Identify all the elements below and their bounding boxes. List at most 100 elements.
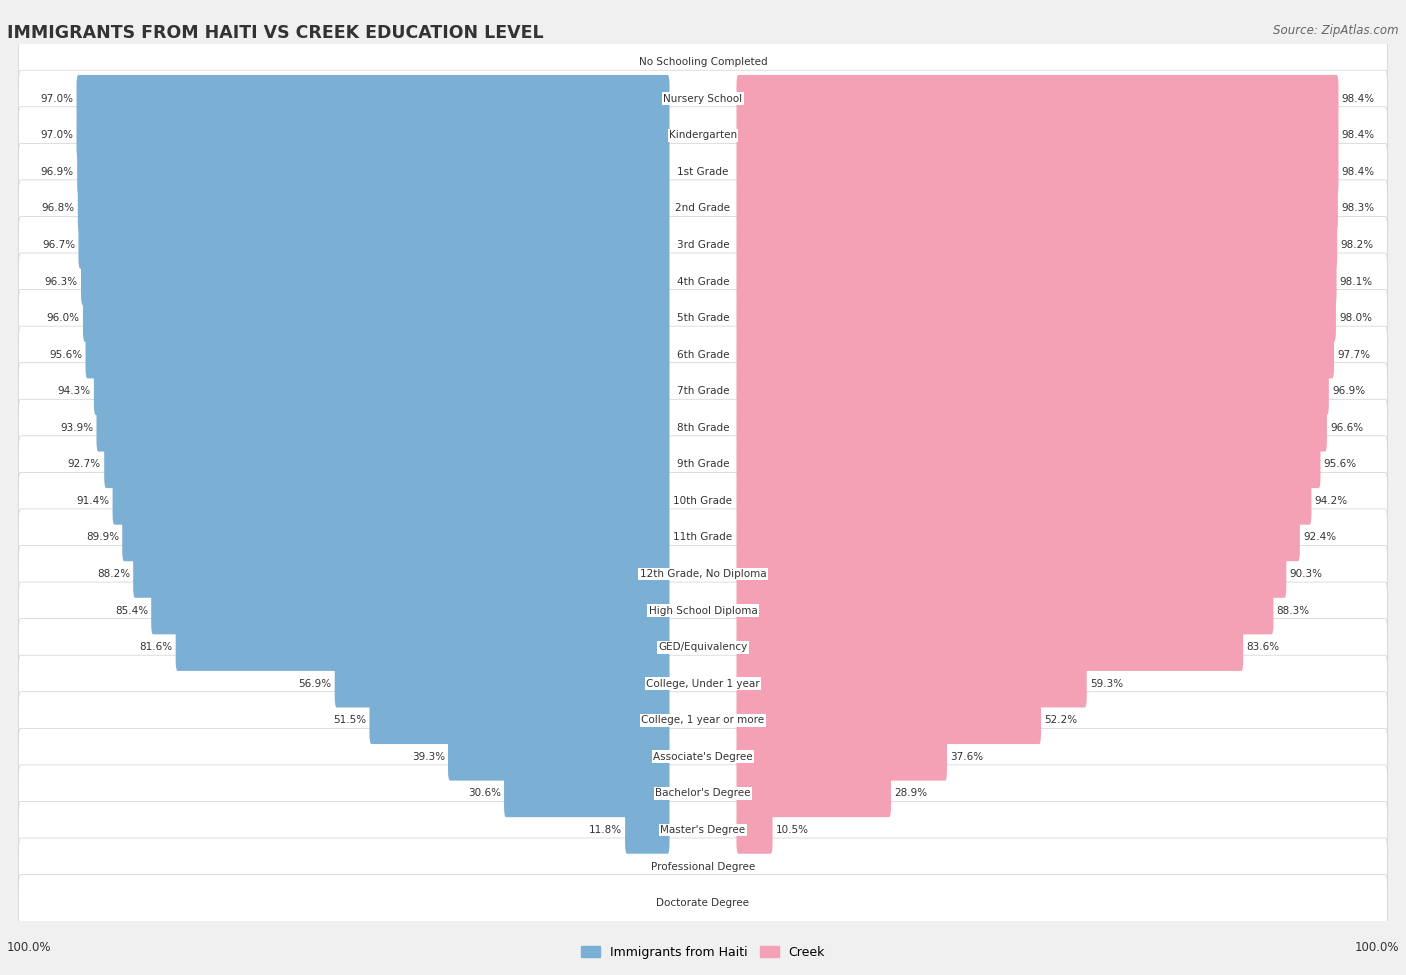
Text: College, 1 year or more: College, 1 year or more (641, 716, 765, 725)
FancyBboxPatch shape (112, 477, 669, 525)
Legend: Immigrants from Haiti, Creek: Immigrants from Haiti, Creek (576, 941, 830, 964)
FancyBboxPatch shape (18, 70, 1388, 127)
Text: 94.3%: 94.3% (58, 386, 90, 396)
FancyBboxPatch shape (626, 806, 669, 854)
Text: Master's Degree: Master's Degree (661, 825, 745, 835)
FancyBboxPatch shape (18, 290, 1388, 346)
FancyBboxPatch shape (737, 514, 1301, 562)
FancyBboxPatch shape (18, 107, 1388, 164)
FancyBboxPatch shape (18, 546, 1388, 603)
FancyBboxPatch shape (737, 184, 1339, 232)
Text: 95.6%: 95.6% (1323, 459, 1357, 469)
Text: 37.6%: 37.6% (950, 752, 983, 761)
Text: 100.0%: 100.0% (7, 941, 52, 954)
Text: 6th Grade: 6th Grade (676, 350, 730, 360)
FancyBboxPatch shape (737, 550, 1286, 598)
Text: 11.8%: 11.8% (589, 825, 621, 835)
Text: Doctorate Degree: Doctorate Degree (657, 898, 749, 908)
FancyBboxPatch shape (737, 587, 1274, 635)
FancyBboxPatch shape (18, 254, 1388, 310)
FancyBboxPatch shape (86, 331, 669, 378)
FancyBboxPatch shape (737, 477, 1312, 525)
FancyBboxPatch shape (79, 221, 669, 269)
FancyBboxPatch shape (77, 148, 669, 196)
Text: 1.3%: 1.3% (664, 898, 689, 908)
Text: 11th Grade: 11th Grade (673, 532, 733, 542)
Text: 98.3%: 98.3% (1341, 204, 1374, 214)
FancyBboxPatch shape (94, 368, 669, 415)
FancyBboxPatch shape (449, 733, 669, 781)
Text: Professional Degree: Professional Degree (651, 862, 755, 872)
FancyBboxPatch shape (18, 838, 1388, 895)
FancyBboxPatch shape (82, 257, 669, 305)
Text: 1.3%: 1.3% (717, 898, 742, 908)
FancyBboxPatch shape (18, 436, 1388, 493)
Text: 98.1%: 98.1% (1340, 277, 1372, 287)
Text: 3rd Grade: 3rd Grade (676, 240, 730, 250)
FancyBboxPatch shape (737, 769, 891, 817)
FancyBboxPatch shape (83, 294, 669, 342)
Text: Nursery School: Nursery School (664, 94, 742, 103)
Text: 1.6%: 1.6% (718, 58, 745, 67)
Text: 9th Grade: 9th Grade (676, 459, 730, 469)
Text: 95.6%: 95.6% (49, 350, 83, 360)
Text: 1st Grade: 1st Grade (678, 167, 728, 176)
Text: 97.7%: 97.7% (1337, 350, 1371, 360)
Text: 92.7%: 92.7% (67, 459, 101, 469)
FancyBboxPatch shape (335, 660, 669, 708)
FancyBboxPatch shape (737, 148, 1339, 196)
Text: 90.3%: 90.3% (1289, 569, 1323, 579)
FancyBboxPatch shape (152, 587, 669, 635)
Text: 96.8%: 96.8% (41, 204, 75, 214)
Text: 98.4%: 98.4% (1341, 167, 1375, 176)
FancyBboxPatch shape (76, 111, 669, 159)
Text: 96.7%: 96.7% (42, 240, 76, 250)
Text: 96.9%: 96.9% (1331, 386, 1365, 396)
FancyBboxPatch shape (737, 111, 1339, 159)
Text: 89.9%: 89.9% (86, 532, 120, 542)
FancyBboxPatch shape (18, 363, 1388, 419)
Text: 52.2%: 52.2% (1045, 716, 1077, 725)
Text: 98.2%: 98.2% (1340, 240, 1374, 250)
FancyBboxPatch shape (737, 623, 1243, 671)
Text: 2nd Grade: 2nd Grade (675, 204, 731, 214)
Text: 88.2%: 88.2% (97, 569, 129, 579)
FancyBboxPatch shape (104, 441, 669, 488)
Text: 7th Grade: 7th Grade (676, 386, 730, 396)
Text: 98.0%: 98.0% (1339, 313, 1372, 323)
Text: 96.3%: 96.3% (45, 277, 77, 287)
Text: 100.0%: 100.0% (1354, 941, 1399, 954)
Text: 5th Grade: 5th Grade (676, 313, 730, 323)
Text: 98.4%: 98.4% (1341, 131, 1375, 140)
Text: 93.9%: 93.9% (60, 423, 93, 433)
FancyBboxPatch shape (737, 404, 1327, 451)
FancyBboxPatch shape (134, 550, 669, 598)
FancyBboxPatch shape (18, 691, 1388, 749)
FancyBboxPatch shape (122, 514, 669, 562)
FancyBboxPatch shape (76, 75, 669, 123)
Text: 51.5%: 51.5% (333, 716, 366, 725)
FancyBboxPatch shape (18, 179, 1388, 237)
Text: Source: ZipAtlas.com: Source: ZipAtlas.com (1274, 24, 1399, 37)
Text: GED/Equivalency: GED/Equivalency (658, 643, 748, 652)
Text: 91.4%: 91.4% (76, 496, 110, 506)
Text: 3.1%: 3.1% (728, 862, 755, 872)
Text: 96.6%: 96.6% (1330, 423, 1364, 433)
Text: Associate's Degree: Associate's Degree (654, 752, 752, 761)
FancyBboxPatch shape (18, 875, 1388, 931)
FancyBboxPatch shape (18, 143, 1388, 200)
Text: 85.4%: 85.4% (115, 605, 148, 615)
FancyBboxPatch shape (737, 368, 1329, 415)
Text: 39.3%: 39.3% (412, 752, 444, 761)
FancyBboxPatch shape (18, 400, 1388, 456)
Text: 83.6%: 83.6% (1247, 643, 1279, 652)
Text: 30.6%: 30.6% (468, 789, 501, 799)
Text: 97.0%: 97.0% (41, 131, 73, 140)
FancyBboxPatch shape (737, 696, 1040, 744)
FancyBboxPatch shape (18, 326, 1388, 383)
FancyBboxPatch shape (737, 257, 1337, 305)
Text: 8th Grade: 8th Grade (676, 423, 730, 433)
Text: College, Under 1 year: College, Under 1 year (647, 679, 759, 688)
FancyBboxPatch shape (77, 184, 669, 232)
Text: 10th Grade: 10th Grade (673, 496, 733, 506)
